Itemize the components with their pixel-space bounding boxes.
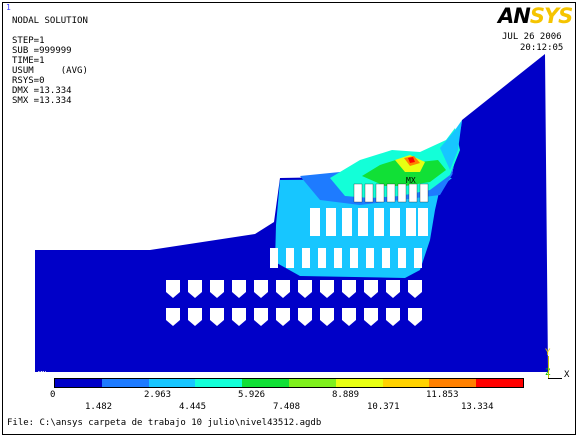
- excavation-chamber: [232, 280, 246, 298]
- excavation-chamber: [386, 280, 400, 298]
- plot-title: NODAL SOLUTION: [12, 16, 88, 26]
- legend-color-segment: [476, 379, 523, 387]
- contour-legend-bar: [54, 378, 524, 388]
- excavation-chamber: [408, 308, 422, 326]
- ansys-logo: ANSYS: [498, 4, 573, 28]
- triad-x-line: [548, 378, 562, 379]
- solution-info-line: DMX =13.334: [12, 86, 72, 96]
- excavation-chamber: [298, 308, 312, 326]
- legend-color-segment: [382, 379, 430, 387]
- excavation-chamber: [254, 308, 268, 326]
- solution-info-line: SMX =13.334: [12, 96, 72, 106]
- solution-info-line: RSYS=0: [12, 76, 45, 86]
- excavation-chamber: [232, 308, 246, 326]
- excavation-chamber: [298, 280, 312, 298]
- triad-y-line: [548, 356, 549, 378]
- excavation-chamber: [364, 280, 378, 298]
- peak-zone-green: [362, 158, 446, 186]
- legend-label-upper: 0: [50, 390, 56, 400]
- solution-info-line: STEP=1: [12, 36, 45, 46]
- legend-color-segment: [148, 379, 196, 387]
- legend-label-lower: 10.371: [367, 402, 400, 412]
- legend-label-upper: 8.889: [332, 390, 360, 400]
- plot-date: JUL 26 2006: [502, 32, 562, 42]
- min-marker: MN: [38, 370, 46, 378]
- excavation-chamber: [320, 280, 334, 298]
- legend-label-upper: 2.963: [144, 390, 172, 400]
- legend-label-upper: 11.853: [426, 390, 459, 400]
- legend-color-segment: [335, 379, 383, 387]
- excavation-chamber: [166, 308, 180, 326]
- chambers-row-2: [310, 208, 428, 236]
- solution-info-line: USUM (AVG): [12, 66, 88, 76]
- excavation-chamber: [188, 308, 202, 326]
- legend-color-segment: [55, 379, 102, 387]
- right-crest-band: [440, 120, 462, 170]
- excavation-chamber: [342, 308, 356, 326]
- excavation-chamber: [320, 308, 334, 326]
- legend-color-segment: [101, 379, 149, 387]
- legend-color-segment: [242, 379, 289, 387]
- solution-info-line: SUB =999999: [12, 46, 72, 56]
- excavation-chamber: [408, 280, 422, 298]
- legend-color-segment: [429, 379, 477, 387]
- excavation-chamber: [210, 308, 224, 326]
- excavation-chamber: [276, 280, 290, 298]
- chambers-row-1: [353, 183, 429, 203]
- legend-label-lower: 1.482: [85, 402, 113, 412]
- excavation-chamber: [386, 308, 400, 326]
- legend-color-segment: [195, 379, 243, 387]
- excavation-chamber: [254, 280, 268, 298]
- excavation-chamber: [188, 280, 202, 298]
- excavation-chamber: [210, 280, 224, 298]
- triad-x-axis: X: [564, 370, 570, 380]
- excavation-chamber: [166, 280, 180, 298]
- excavation-chamber: [364, 308, 378, 326]
- triad-z-axis: Z: [545, 368, 550, 378]
- excavation-chamber: [342, 280, 356, 298]
- legend-color-segment: [288, 379, 336, 387]
- plot-time: 20:12:05: [520, 43, 564, 53]
- max-marker: MX: [406, 176, 416, 185]
- excavation-chamber: [276, 308, 290, 326]
- legend-label-lower: 13.334: [461, 402, 494, 412]
- chambers-row-4: [166, 280, 422, 298]
- solution-info-line: TIME=1: [12, 56, 45, 66]
- chambers-row-5: [166, 308, 422, 326]
- file-path: File: C:\ansys carpeta de trabajo 10 jul…: [7, 418, 322, 428]
- legend-label-lower: 4.445: [179, 402, 207, 412]
- triad-y-axis: Y: [545, 348, 551, 358]
- chambers-row-3: [270, 248, 422, 268]
- graphics-window-border: [2, 2, 576, 435]
- legend-label-upper: 5.926: [238, 390, 266, 400]
- peak-zone-red: [408, 157, 415, 163]
- window-number: 1: [6, 3, 11, 12]
- legend-label-lower: 7.408: [273, 402, 301, 412]
